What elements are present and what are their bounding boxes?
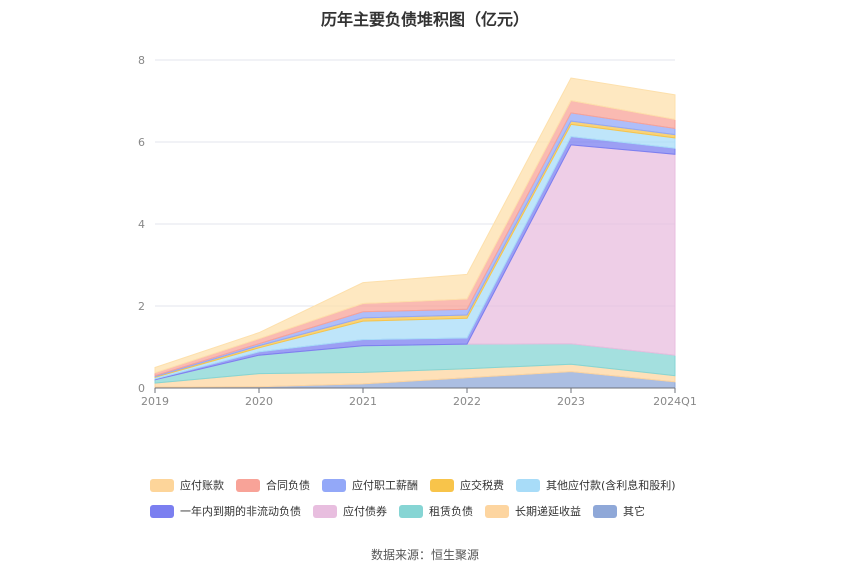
legend-swatch (430, 478, 454, 492)
legend-item[interactable]: 合同负债 (236, 477, 310, 493)
y-tick-label-1: 2 (138, 300, 145, 313)
legend-label: 长期递延收益 (515, 505, 581, 518)
legend-item[interactable]: 应付债券 (313, 503, 387, 519)
legend-swatch (516, 478, 540, 492)
legend-swatch (236, 478, 260, 492)
y-tick-label-0: 0 (138, 382, 145, 395)
legend-label: 应付职工薪酬 (352, 479, 418, 492)
x-tick-label-5: 2024Q1 (653, 395, 697, 408)
legend-label: 应付债券 (343, 505, 387, 518)
x-tick-label-3: 2022 (453, 395, 481, 408)
legend-swatch (399, 504, 423, 518)
legend-item[interactable]: 应付职工薪酬 (322, 477, 418, 493)
legend-swatch (150, 504, 174, 518)
data-source: 数据来源：恒生聚源 (370, 548, 479, 562)
chart-title: 历年主要负债堆积图（亿元） (320, 10, 529, 29)
legend-label: 其它 (623, 505, 645, 518)
legend-label: 应交税费 (460, 479, 504, 492)
legend-label: 租赁负债 (429, 505, 473, 518)
chart-legend: 应付账款 合同负债 应付职工薪酬 应交税费 其他应付款(含利息和股利) 一年内到期的非流动… (150, 472, 730, 524)
legend-item[interactable]: 应付账款 (150, 477, 224, 493)
stacked-area-chart: 0 2 4 6 8 2019 2020 2021 2022 2023 2024Q1 (138, 54, 697, 408)
legend-swatch (313, 504, 337, 518)
y-tick-label-3: 6 (138, 136, 145, 149)
x-tick-label-1: 2020 (245, 395, 273, 408)
legend-swatch (322, 478, 346, 492)
y-tick-label-2: 4 (138, 218, 145, 231)
legend-label: 一年内到期的非流动负债 (180, 505, 301, 518)
legend-item[interactable]: 长期递延收益 (485, 503, 581, 519)
x-tick-label-4: 2023 (557, 395, 585, 408)
legend-swatch (485, 504, 509, 518)
y-tick-label-4: 8 (138, 54, 145, 67)
legend-row: 一年内到期的非流动负债 应付债券 租赁负债 长期递延收益 其它 (150, 498, 730, 524)
legend-item[interactable]: 应交税费 (430, 477, 504, 493)
x-tick-label-2: 2021 (349, 395, 377, 408)
legend-swatch (150, 478, 174, 492)
legend-label: 其他应付款(含利息和股利) (546, 479, 676, 492)
legend-row: 应付账款 合同负债 应付职工薪酬 应交税费 其他应付款(含利息和股利) (150, 472, 730, 498)
legend-item[interactable]: 一年内到期的非流动负债 (150, 503, 301, 519)
legend-item[interactable]: 其它 (593, 503, 645, 519)
legend-label: 应付账款 (180, 479, 224, 492)
x-tick-label-0: 2019 (141, 395, 169, 408)
legend-label: 合同负债 (266, 479, 310, 492)
legend-item[interactable]: 租赁负债 (399, 503, 473, 519)
legend-item[interactable]: 其他应付款(含利息和股利) (516, 477, 676, 493)
legend-swatch (593, 504, 617, 518)
